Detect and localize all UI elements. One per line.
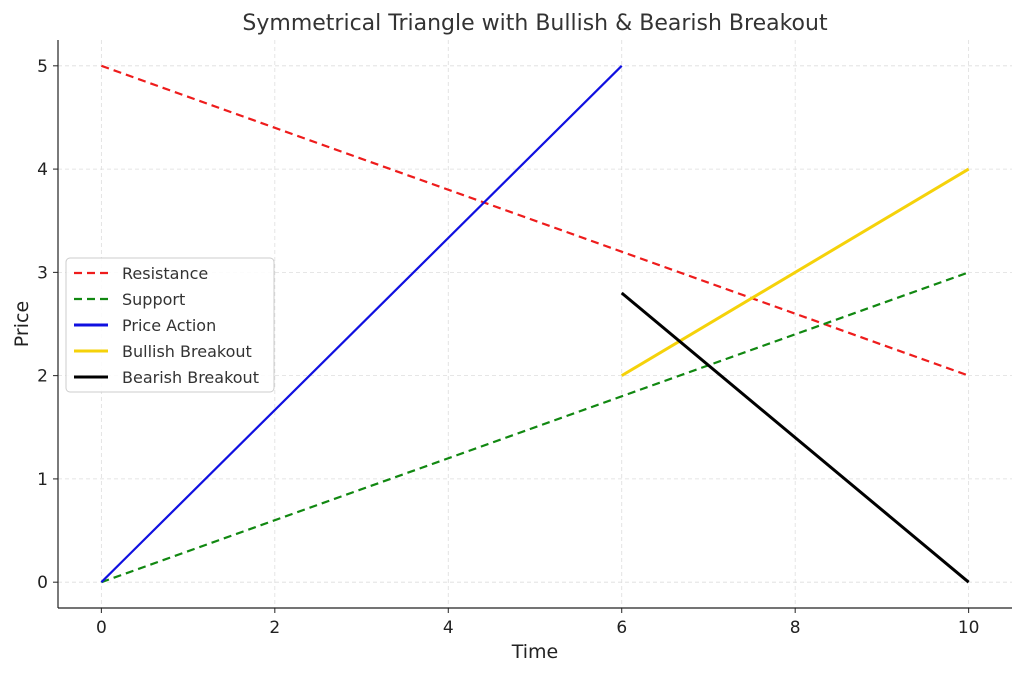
legend-label-bullish-breakout: Bullish Breakout — [122, 342, 252, 361]
legend-label-price-action: Price Action — [122, 316, 216, 335]
y-tick-label-2: 2 — [37, 367, 48, 387]
legend-label-resistance: Resistance — [122, 264, 208, 283]
y-ticks: 0 1 2 3 4 5 — [37, 57, 58, 593]
x-tick-label-1: 2 — [269, 618, 280, 638]
legend-label-support: Support — [122, 290, 185, 309]
y-axis-label: Price — [11, 301, 33, 347]
legend-label-bearish-breakout: Bearish Breakout — [122, 368, 259, 387]
x-tick-label-2: 4 — [443, 618, 454, 638]
legend: Resistance Support Price Action Bullish Bre… — [66, 258, 274, 392]
y-tick-label-1: 1 — [37, 470, 48, 490]
y-tick-label-0: 0 — [37, 573, 48, 593]
x-tick-label-3: 6 — [616, 618, 627, 638]
chart-title: Symmetrical Triangle with Bullish & Bear… — [242, 11, 828, 36]
x-ticks: 0 2 4 6 8 10 — [96, 608, 980, 638]
x-tick-label-0: 0 — [96, 618, 107, 638]
x-axis-label: Time — [511, 641, 559, 663]
y-tick-label-5: 5 — [37, 57, 48, 77]
x-tick-label-4: 8 — [790, 618, 801, 638]
y-tick-label-4: 4 — [37, 160, 48, 180]
x-tick-label-5: 10 — [958, 618, 980, 638]
y-tick-label-3: 3 — [37, 263, 48, 283]
